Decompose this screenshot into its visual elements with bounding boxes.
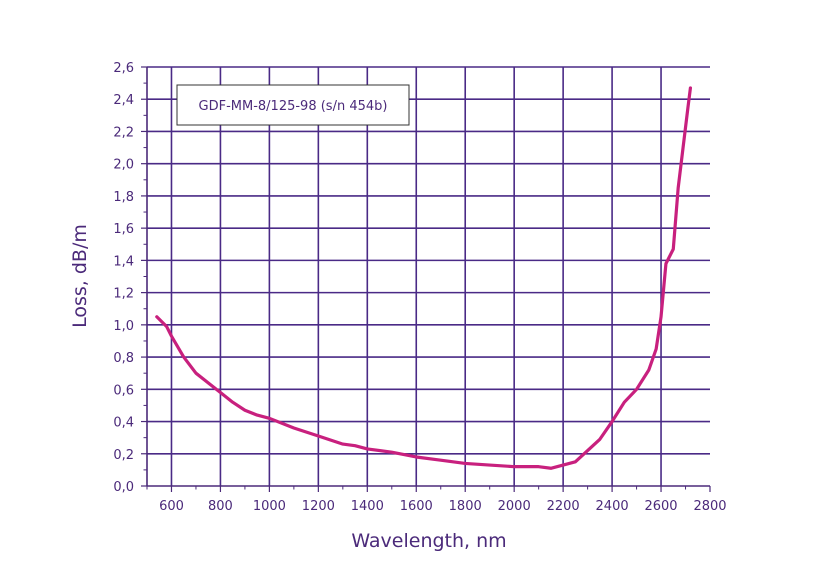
y-tick-label: 2,4 <box>113 93 134 108</box>
legend-entry-label: GDF-MM-8/125-98 (s/n 454b) <box>199 99 388 114</box>
x-tick-label: 2400 <box>596 499 629 514</box>
x-tick-label: 1800 <box>449 499 482 514</box>
y-tick-label: 1,6 <box>113 222 134 237</box>
y-tick-label: 2,2 <box>113 125 134 140</box>
loss-series-line <box>157 88 691 468</box>
x-tick-label: 1000 <box>253 499 286 514</box>
y-tick-label: 0,8 <box>113 351 134 366</box>
x-tick-label: 1600 <box>400 499 433 514</box>
y-tick-label: 0,0 <box>113 480 134 495</box>
grid-lines <box>147 67 710 486</box>
x-tick-label: 2600 <box>644 499 677 514</box>
x-tick-label: 2200 <box>547 499 580 514</box>
legend: GDF-MM-8/125-98 (s/n 454b) <box>177 85 409 125</box>
x-tick-label: 800 <box>208 499 233 514</box>
axes <box>147 67 710 486</box>
y-tick-label: 0,4 <box>113 416 134 431</box>
x-tick-label: 600 <box>159 499 184 514</box>
y-tick-label: 1,4 <box>113 254 134 269</box>
x-tick-label: 2000 <box>498 499 531 514</box>
y-tick-label: 2,6 <box>113 61 134 76</box>
y-tick-label: 1,8 <box>113 190 134 205</box>
series-group <box>157 88 691 468</box>
y-tick-label: 0,2 <box>113 448 134 463</box>
x-tick-labels: 600 800 1000 1200 1400 1600 1800 2000 2200 2400 26… <box>159 499 726 514</box>
y-tick-label: 2,0 <box>113 158 134 173</box>
y-tick-labels: 0,0 0,2 0,4 0,6 0,8 1,0 1,2 1,4 1,6 1,8 2,0 2,2 2,4 2… <box>113 61 134 495</box>
y-axis-title: Loss, dB/m <box>69 224 91 328</box>
x-tick-label: 2800 <box>693 499 726 514</box>
x-tick-label: 1400 <box>351 499 384 514</box>
y-tick-label: 1,2 <box>113 287 134 302</box>
y-tick-label: 1,0 <box>113 319 134 334</box>
x-axis-title: Wavelength, nm <box>351 530 506 552</box>
x-tick-label: 1200 <box>302 499 335 514</box>
y-tick-label: 0,6 <box>113 383 134 398</box>
